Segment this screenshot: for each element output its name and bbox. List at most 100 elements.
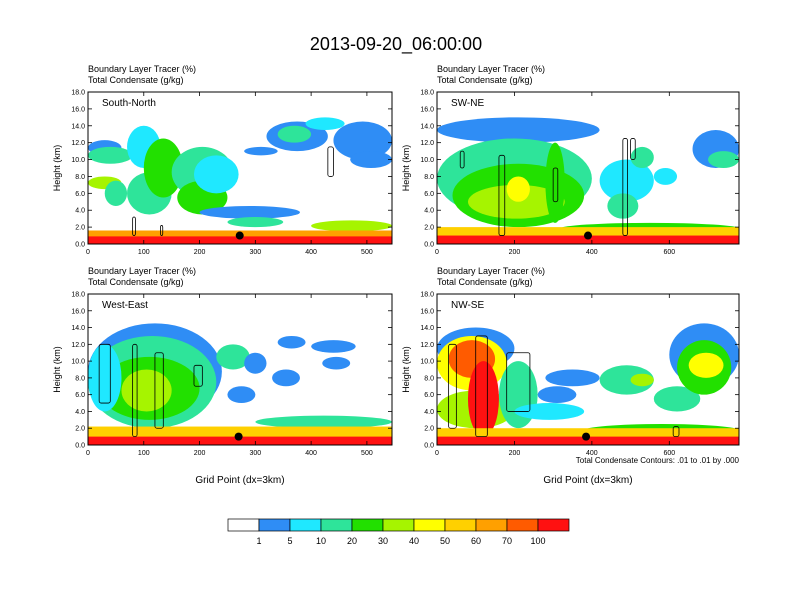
field-band: [88, 436, 392, 445]
y-tick-label: 14.0: [71, 325, 85, 332]
plot-frame: [436, 91, 740, 245]
y-tick-label: 0.0: [424, 242, 434, 249]
y-tick-label: 8.0: [424, 174, 434, 181]
y-tick-label: 6.0: [75, 392, 85, 399]
y-tick-label: 12.0: [71, 140, 85, 147]
y-tick-label: 12.0: [71, 342, 85, 349]
x-tick-label: 500: [361, 450, 373, 457]
y-tick-label: 10.0: [71, 157, 85, 164]
y-tick-label: 10.0: [71, 359, 85, 366]
field-cell: [305, 117, 345, 130]
location-marker: [235, 231, 244, 240]
x-tick-label: 0: [86, 249, 90, 256]
legend-label: 100: [530, 536, 545, 546]
legend-swatch: [258, 518, 291, 532]
x-tick-label: 100: [138, 249, 150, 256]
contour-line: [154, 352, 164, 429]
x-tick-label: 300: [249, 450, 261, 457]
y-axis-label: Height (km): [52, 145, 62, 192]
x-tick-label: 600: [663, 450, 675, 457]
y-axis-label: Height (km): [401, 145, 411, 192]
field-band: [437, 428, 739, 438]
y-tick-label: 2.0: [424, 225, 434, 232]
field-cell: [88, 344, 122, 412]
condensate-contours: [132, 146, 334, 236]
plot-frame: [436, 293, 740, 446]
x-tick-label: 200: [194, 249, 206, 256]
tracer-field: [437, 323, 739, 445]
y-tick-label: 4.0: [75, 409, 85, 416]
legend-swatch: [506, 518, 539, 532]
figure-title: 2013-09-20_06:00:00: [310, 34, 482, 55]
y-tick-label: 10.0: [420, 157, 434, 164]
y-tick-label: 0.0: [75, 443, 85, 450]
legend-label: 60: [471, 536, 481, 546]
contour-line: [193, 364, 203, 387]
x-tick-label: 600: [663, 249, 675, 256]
y-axis-label: Height (km): [401, 346, 411, 393]
y-tick-label: 12.0: [420, 342, 434, 349]
legend-label: 1: [256, 536, 261, 546]
contour-line: [672, 426, 680, 438]
field-cell: [244, 146, 278, 156]
panel-label: West-East: [102, 300, 148, 311]
field-cell: [350, 151, 392, 168]
condensate-contours: [459, 138, 636, 236]
field-cell: [255, 415, 392, 429]
panel-subtitle-condensate: Total Condensate (g/kg): [437, 277, 533, 287]
field-cell: [143, 138, 183, 198]
y-tick-label: 12.0: [420, 140, 434, 147]
field-cell: [322, 356, 351, 370]
panel-subtitle-tracer: Boundary Layer Tracer (%): [437, 266, 545, 276]
location-marker: [582, 432, 591, 441]
x-tick-label: 200: [509, 450, 521, 457]
field-cell: [277, 335, 306, 349]
legend-label: 40: [409, 536, 419, 546]
y-tick-label: 8.0: [424, 375, 434, 382]
panel-subtitle-condensate: Total Condensate (g/kg): [437, 75, 533, 85]
y-tick-label: 2.0: [424, 426, 434, 433]
legend-label: 70: [502, 536, 512, 546]
x-tick-label: 200: [194, 450, 206, 457]
contour-line: [448, 343, 457, 429]
field-cell: [630, 146, 654, 168]
y-tick-label: 18.0: [420, 90, 434, 97]
legend-swatch: [475, 518, 508, 532]
legend-swatch: [289, 518, 322, 532]
field-cell: [599, 159, 654, 202]
y-tick-label: 10.0: [420, 359, 434, 366]
legend-swatch: [227, 518, 260, 532]
field-cell: [244, 352, 267, 374]
panel-sw-ne: Boundary Layer Tracer (%)Total Condensat…: [401, 64, 740, 256]
legend-label: 50: [440, 536, 450, 546]
field-cell: [88, 146, 133, 164]
y-tick-label: 16.0: [420, 106, 434, 113]
x-tick-label: 500: [361, 249, 373, 256]
y-tick-label: 14.0: [420, 325, 434, 332]
y-tick-label: 6.0: [75, 191, 85, 198]
field-cell: [653, 168, 678, 185]
field-cell: [545, 369, 600, 387]
field-cell: [599, 365, 654, 395]
legend-label: 10: [316, 536, 326, 546]
y-tick-label: 16.0: [420, 308, 434, 315]
panel-subtitle-tracer: Boundary Layer Tracer (%): [437, 64, 545, 74]
contour-footnote: Total Condensate Contours: .01 to .01 by…: [576, 456, 740, 465]
contour-line: [98, 343, 111, 404]
y-tick-label: 16.0: [71, 106, 85, 113]
contour-line: [160, 225, 164, 236]
y-tick-label: 18.0: [71, 90, 85, 97]
field-cell: [277, 125, 312, 143]
y-tick-label: 0.0: [75, 242, 85, 249]
field-cell: [272, 369, 300, 387]
legend-swatch: [444, 518, 477, 532]
contour-line: [132, 343, 138, 438]
y-tick-label: 6.0: [424, 392, 434, 399]
x-tick-label: 200: [509, 249, 521, 256]
panel-south-north: Boundary Layer Tracer (%)Total Condensat…: [52, 64, 393, 256]
contour-line: [327, 146, 334, 177]
panel-subtitle-tracer: Boundary Layer Tracer (%): [88, 64, 196, 74]
field-cell: [514, 403, 585, 420]
panel-subtitle-condensate: Total Condensate (g/kg): [88, 277, 184, 287]
legend-label: 20: [347, 536, 357, 546]
